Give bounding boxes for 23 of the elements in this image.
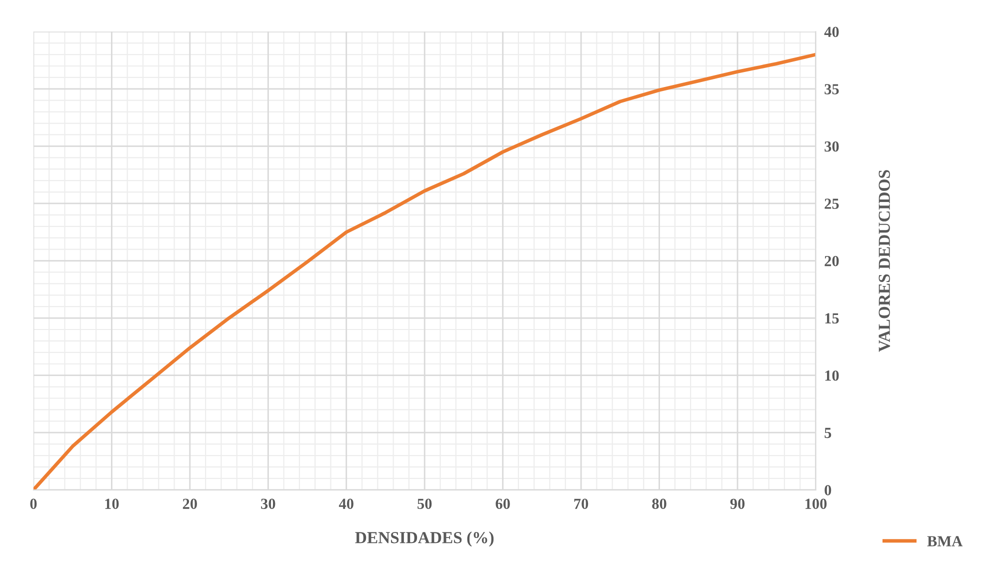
x-tick-label: 90	[730, 498, 745, 509]
y-tick-label: 10	[825, 370, 839, 381]
x-tick-label: 30	[261, 498, 276, 509]
x-tick-label: 70	[574, 498, 588, 509]
y-axis-title: VALORES DEDUCIDOS	[878, 170, 890, 352]
x-tick-label: 50	[418, 498, 432, 509]
x-tick-label: 100	[806, 498, 827, 509]
x-tick-label: 10	[105, 498, 119, 509]
y-tick-label: 20	[824, 256, 839, 266]
y-tick-label: 0	[824, 485, 832, 496]
y-tick-label: 30	[824, 141, 839, 152]
x-tick-label: 0	[30, 498, 37, 509]
y-tick-label: 15	[825, 313, 839, 324]
x-axis-title: DENSIDADES (%)	[355, 532, 494, 547]
y-tick-label: 35	[824, 84, 839, 94]
x-tick-label: 80	[652, 498, 666, 509]
y-tick-label: 5	[824, 428, 832, 438]
x-tick-label: 20	[182, 498, 197, 509]
y-tick-label: 25	[824, 198, 839, 209]
y-tick-label: 40	[824, 26, 839, 38]
legend-label: BMA	[927, 536, 963, 546]
x-tick-label: 60	[496, 498, 510, 509]
x-tick-label: 40	[338, 498, 354, 509]
